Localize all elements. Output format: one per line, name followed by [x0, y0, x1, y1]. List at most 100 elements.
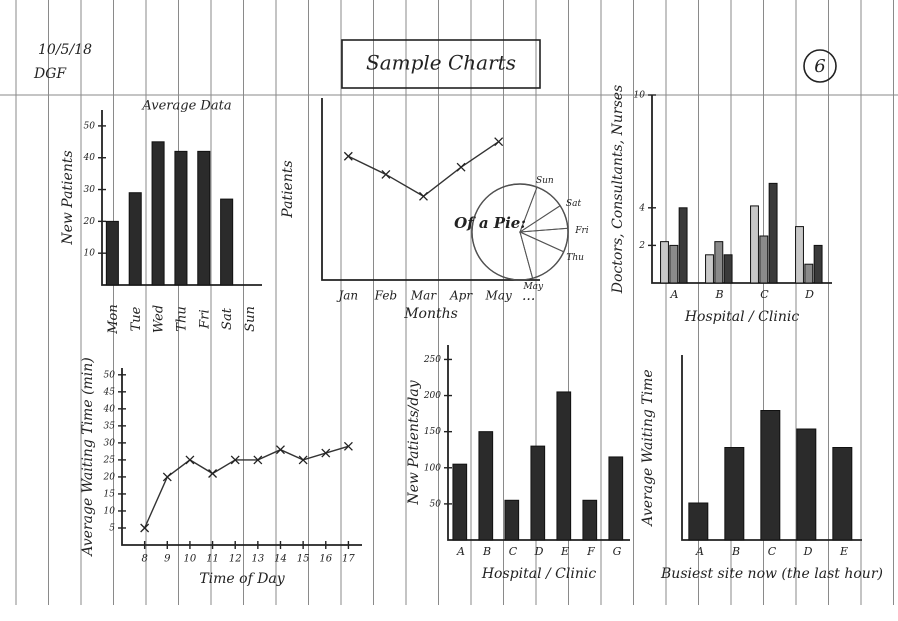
x-tick-label: D — [534, 545, 544, 558]
x-tick-label: B — [714, 288, 723, 301]
y-axis-label: Average Waiting Time — [640, 369, 656, 527]
y-tick-label: 150 — [424, 427, 441, 437]
y-tick-label: 45 — [103, 387, 116, 397]
y-tick-label: 50 — [104, 370, 116, 380]
y-tick-label: 30 — [84, 185, 96, 195]
x-tick-label: 8 — [141, 554, 147, 565]
x-tick-label: F — [586, 545, 595, 558]
y-tick-label: 10 — [104, 506, 116, 516]
x-tick-label: E — [839, 545, 848, 558]
x-tick-label: 11 — [206, 554, 219, 565]
x-tick-label: Tue — [129, 306, 144, 331]
x-tick-label: 9 — [164, 554, 171, 565]
x-tick-label: Jan — [335, 289, 358, 303]
x-tick-label: Apr — [449, 289, 473, 303]
x-axis-label: Time of Day — [199, 571, 285, 587]
bar — [796, 428, 817, 541]
x-axis-label: Hospital / Clinic — [684, 309, 799, 325]
x-tick-label: 15 — [297, 554, 310, 565]
x-tick-label: B — [482, 545, 491, 558]
x-tick-label: Wed — [152, 305, 167, 333]
point — [343, 151, 353, 161]
y-tick-label: 5 — [109, 523, 115, 533]
initials: DGF — [33, 66, 67, 82]
bar — [669, 244, 679, 284]
y-tick-label: 4 — [638, 203, 645, 213]
point — [253, 455, 263, 465]
x-tick-label: C — [760, 288, 769, 301]
y-tick-label: 25 — [103, 455, 116, 465]
y-axis-label: New Patients/day — [406, 379, 422, 505]
x-tick-label: Mon — [106, 304, 121, 335]
y-tick-label: 50 — [84, 121, 96, 131]
x-tick-label: A — [695, 545, 704, 558]
x-axis-label: Busiest site now (the last hour) — [660, 566, 883, 582]
bar — [128, 192, 142, 286]
title-box — [341, 39, 541, 89]
y-axis-label: Doctors, Consultants, Nurses — [610, 85, 626, 294]
bar — [750, 205, 759, 284]
point — [185, 455, 195, 465]
y-tick-label: 2 — [638, 241, 645, 251]
point — [298, 455, 308, 465]
point — [140, 523, 150, 533]
y-axis-label: Patients — [280, 160, 296, 218]
point — [162, 472, 172, 482]
y-axis-label: New Patients — [60, 150, 76, 245]
date: 10/5/18 — [38, 42, 92, 58]
x-tick-label: Thu — [175, 306, 190, 331]
point — [230, 455, 240, 465]
y-tick-label: 20 — [83, 217, 96, 227]
x-tick-label: D — [804, 288, 814, 301]
point — [321, 448, 331, 458]
x-tick-label: 16 — [319, 554, 332, 565]
x-tick-label: 14 — [274, 554, 287, 565]
bar — [220, 198, 234, 286]
bar — [608, 456, 624, 541]
bar — [768, 182, 778, 284]
bar — [452, 463, 468, 541]
x-axis-label: Hospital / Clinic — [481, 566, 596, 582]
bar — [556, 391, 572, 541]
bar — [151, 141, 165, 286]
x-tick-label: 12 — [229, 554, 242, 565]
bar — [714, 241, 724, 284]
x-tick-label: Fri — [197, 309, 212, 329]
bar — [723, 254, 733, 284]
y-tick-label: 200 — [423, 391, 441, 401]
x-tick-label: 13 — [251, 554, 264, 565]
bar — [197, 150, 211, 286]
x-axis-label: Months — [403, 306, 458, 322]
pie-label: Sun — [536, 176, 554, 186]
x-tick-label: C — [768, 545, 777, 558]
bar — [705, 254, 714, 284]
pie-slice — [471, 183, 538, 281]
paper-lines — [0, 0, 898, 605]
page-title: Sample Charts — [366, 51, 516, 75]
x-tick-label: C — [509, 545, 518, 558]
bar — [678, 207, 688, 284]
y-tick-label: 20 — [103, 472, 116, 482]
bar — [760, 410, 781, 541]
bar — [795, 226, 804, 284]
x-tick-label: 17 — [342, 554, 355, 565]
x-tick-label: Mar — [410, 289, 437, 303]
axes — [321, 98, 540, 281]
y-tick-label: 250 — [423, 355, 441, 365]
pie-title: Of a Pie: — [454, 214, 526, 232]
x-tick-label: D — [803, 545, 813, 558]
x-tick-label: May — [485, 289, 512, 303]
x-tick-label: Feb — [374, 289, 397, 303]
point — [343, 441, 353, 451]
point — [494, 137, 504, 147]
y-tick-label: 15 — [104, 489, 116, 499]
x-tick-label: B — [731, 545, 740, 558]
bar — [504, 499, 520, 541]
pie-label: Fri — [574, 226, 589, 236]
x-tick-label: E — [560, 545, 569, 558]
bar — [759, 235, 769, 284]
y-tick-label: 35 — [104, 421, 116, 431]
pie-label: Thu — [566, 253, 584, 263]
bar — [804, 263, 814, 284]
